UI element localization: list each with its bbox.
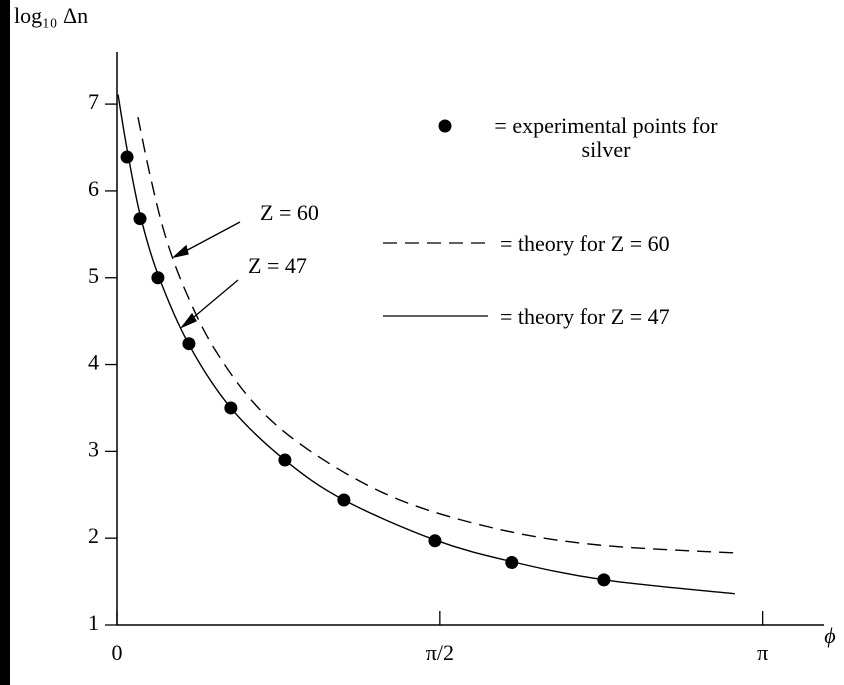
- y-tick-label: 2: [88, 523, 99, 548]
- y-tick-label: 4: [88, 350, 99, 375]
- theory-line: [117, 94, 735, 595]
- theory-line: [137, 116, 735, 554]
- y-tick-label: 6: [88, 176, 99, 201]
- annotation: Z = 47: [248, 253, 307, 278]
- data-point: [505, 555, 519, 569]
- x-tick-label: π: [757, 640, 768, 665]
- legend-dot: [438, 119, 452, 133]
- y-tick-label: 3: [88, 436, 99, 461]
- arrows: [171, 221, 241, 329]
- y-tick-label: 1: [88, 610, 99, 635]
- x-tick-label: 0: [112, 640, 123, 665]
- page: log₁₀ Δn ϕ Z = 60 Z = 47 1 2 3 4 5 6 7 0 π/2 π = …: [10, 0, 844, 685]
- x-axis-label: ϕ: [824, 623, 835, 648]
- data-point: [120, 150, 134, 164]
- legend-entry: = theory for Z = 60: [500, 231, 670, 256]
- data-point: [428, 534, 442, 548]
- legend-entry: = experimental points for silver: [494, 113, 718, 162]
- y-tick-label: 5: [88, 263, 99, 288]
- y-axis-label: log₁₀ Δn: [14, 3, 88, 28]
- data-point: [133, 212, 147, 226]
- legend-entry: = theory for Z = 47: [500, 304, 670, 329]
- y-tick-label: 7: [88, 89, 99, 114]
- annotation: Z = 60: [260, 200, 319, 225]
- x-tick-label: π/2: [426, 640, 454, 665]
